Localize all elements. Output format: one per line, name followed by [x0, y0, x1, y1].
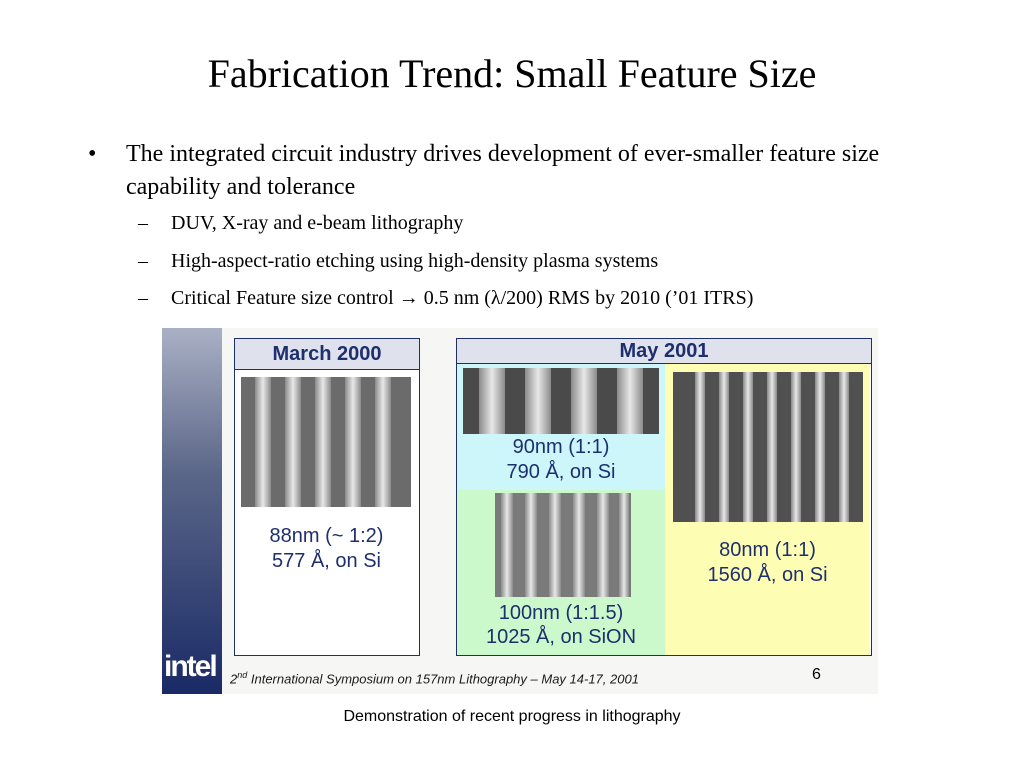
sub-bullet-feature-control: – Critical Feature size control → 0.5 nm … [138, 287, 753, 310]
march-2000-panel: March 2000 88nm (~ 1:2) 577 Å, on Si [234, 338, 420, 656]
page-number: 6 [812, 666, 821, 683]
sub-bullet-text: Critical Feature size control → 0.5 nm (… [171, 287, 754, 309]
sem-image-90nm [463, 368, 659, 434]
footer-text: International Symposium on 157nm Lithogr… [247, 671, 639, 687]
bullet-text: The integrated circuit industry drives d… [126, 141, 880, 200]
figure-caption: Demonstration of recent progress in lith… [343, 708, 681, 725]
sub-bullet-lithography: – DUV, X-ray and e-beam lithography [138, 212, 463, 235]
may-2001-panel: May 2001 90nm (1:1) 790 Å, on Si 100nm (… [456, 338, 872, 656]
footer-ordinal-suffix: nd [237, 670, 248, 680]
symposium-footer: 2nd International Symposium on 157nm Lit… [230, 670, 639, 686]
may-2001-header: May 2001 [457, 339, 871, 364]
intel-logo: intel [164, 650, 218, 683]
panel-80nm: 80nm (1:1) 1560 Å, on Si [665, 364, 870, 655]
bullet-marker: • [88, 141, 97, 167]
sem-image-88nm [241, 377, 411, 507]
sub-bullet-text: DUV, X-ray and e-beam lithography [171, 212, 464, 234]
panel-100nm: 100nm (1:1.5) 1025 Å, on SiON [457, 490, 665, 655]
sub-bullet-dash: – [138, 287, 148, 309]
figure-sidebar [162, 328, 222, 694]
slide-title: Fabrication Trend: Small Feature Size [207, 51, 817, 96]
march-caption-thickness: 577 Å, on Si [272, 550, 381, 572]
sub-bullet-dash: – [138, 250, 148, 272]
sem-image-100nm [495, 493, 631, 597]
march-2000-header: March 2000 [235, 339, 419, 370]
p80-caption-size: 80nm (1:1) [719, 539, 816, 561]
p90-caption-thickness: 790 Å, on Si [506, 461, 616, 483]
sub-bullet-text: High-aspect-ratio etching using high-den… [171, 250, 659, 272]
panel-90nm: 90nm (1:1) 790 Å, on Si [457, 364, 665, 490]
footer-ordinal: 2 [230, 671, 238, 687]
lithography-figure: intel March 2000 88nm (~ 1:2) 577 Å, on … [162, 328, 878, 694]
sem-image-80nm [673, 372, 863, 522]
sub-bullet-etching: – High-aspect-ratio etching using high-de… [138, 250, 658, 273]
p80-caption-thickness: 1560 Å, on Si [707, 564, 828, 586]
p100-caption-thickness: 1025 Å, on SiON [485, 626, 637, 648]
march-caption-size: 88nm (~ 1:2) [269, 525, 384, 547]
sub-bullet-dash: – [138, 212, 148, 234]
p100-caption-size: 100nm (1:1.5) [498, 602, 624, 624]
p90-caption-size: 90nm (1:1) [512, 436, 610, 458]
